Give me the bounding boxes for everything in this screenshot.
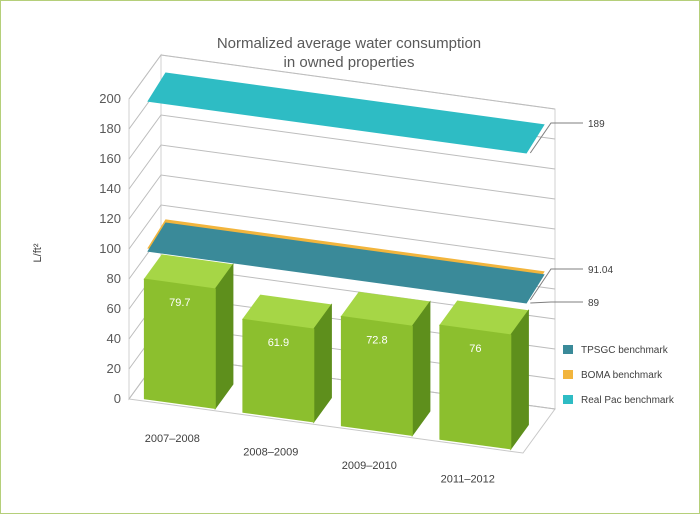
chart-title: Normalized average water consumption in … <box>217 35 481 71</box>
gridline <box>128 114 556 170</box>
data-label: 79.7 <box>169 297 190 309</box>
y-tick-label: 20 <box>107 361 121 376</box>
legend-swatch <box>563 370 573 379</box>
legend-entry: Real Pac benchmark <box>581 395 675 406</box>
x-tick-labels: 2007–2008 2008–2009 2009–2010 2011–2012 <box>145 433 495 486</box>
x-tick-label: 2007–2008 <box>145 433 200 445</box>
gridline <box>128 54 556 110</box>
benchmark-leader-line <box>530 301 583 304</box>
bar <box>340 315 413 436</box>
y-axis-label: L/ft² <box>32 243 44 262</box>
benchmark-value-label: 91.04 <box>588 265 613 276</box>
y-tick-label: 160 <box>99 151 121 166</box>
legend-swatch <box>563 395 573 404</box>
legend: TPSGC benchmark BOMA benchmark Real Pac be… <box>563 345 675 406</box>
x-tick-label: 2008–2009 <box>243 446 298 458</box>
chart-title-line-2: in owned properties <box>284 54 415 71</box>
legend-entry: BOMA benchmark <box>581 370 663 381</box>
y-tick-label: 200 <box>99 91 121 106</box>
bar <box>143 278 216 409</box>
bar-side <box>510 309 529 451</box>
legend-swatch <box>563 345 573 354</box>
y-tick-label: 120 <box>99 211 121 226</box>
x-tick-label: 2011–2012 <box>441 473 495 485</box>
benchmark-leader-line <box>529 268 583 301</box>
y-tick-label: 140 <box>99 181 121 196</box>
gridline <box>128 204 556 260</box>
y-tick-label: 180 <box>99 121 121 136</box>
bars: 79.7 61.9 72.8 76 <box>143 254 530 451</box>
benchmark-ribbons <box>147 72 545 304</box>
x-tick-label: 2009–2010 <box>342 460 397 472</box>
chart-title-line-1: Normalized average water consumption <box>217 35 481 52</box>
data-label: 72.8 <box>366 334 387 346</box>
data-label: 61.9 <box>268 337 289 349</box>
bar <box>439 324 512 450</box>
data-label: 76 <box>469 343 481 355</box>
benchmark-value-label: 89 <box>588 298 600 309</box>
bar-side <box>214 263 234 410</box>
y-tick-label: 40 <box>107 331 121 346</box>
gridline <box>128 144 556 200</box>
y-tick-label: 80 <box>107 271 121 286</box>
gridline <box>128 174 556 230</box>
y-tick-label: 0 <box>114 391 121 406</box>
bar <box>242 318 315 423</box>
benchmark-leader-line <box>529 122 583 154</box>
benchmark-value-label: 189 <box>588 119 605 130</box>
legend-entry: TPSGC benchmark <box>581 345 669 356</box>
y-tick-label: 100 <box>99 241 121 256</box>
benchmark-ribbon <box>147 72 545 154</box>
benchmark-labels: 89 91.04 189 <box>529 119 613 309</box>
bar-side <box>411 300 431 437</box>
y-tick-label: 60 <box>107 301 121 316</box>
benchmark-ribbon <box>147 222 545 304</box>
y-tick-labels: 0 20 40 60 80 100 120 140 160 180 200 <box>99 91 121 406</box>
